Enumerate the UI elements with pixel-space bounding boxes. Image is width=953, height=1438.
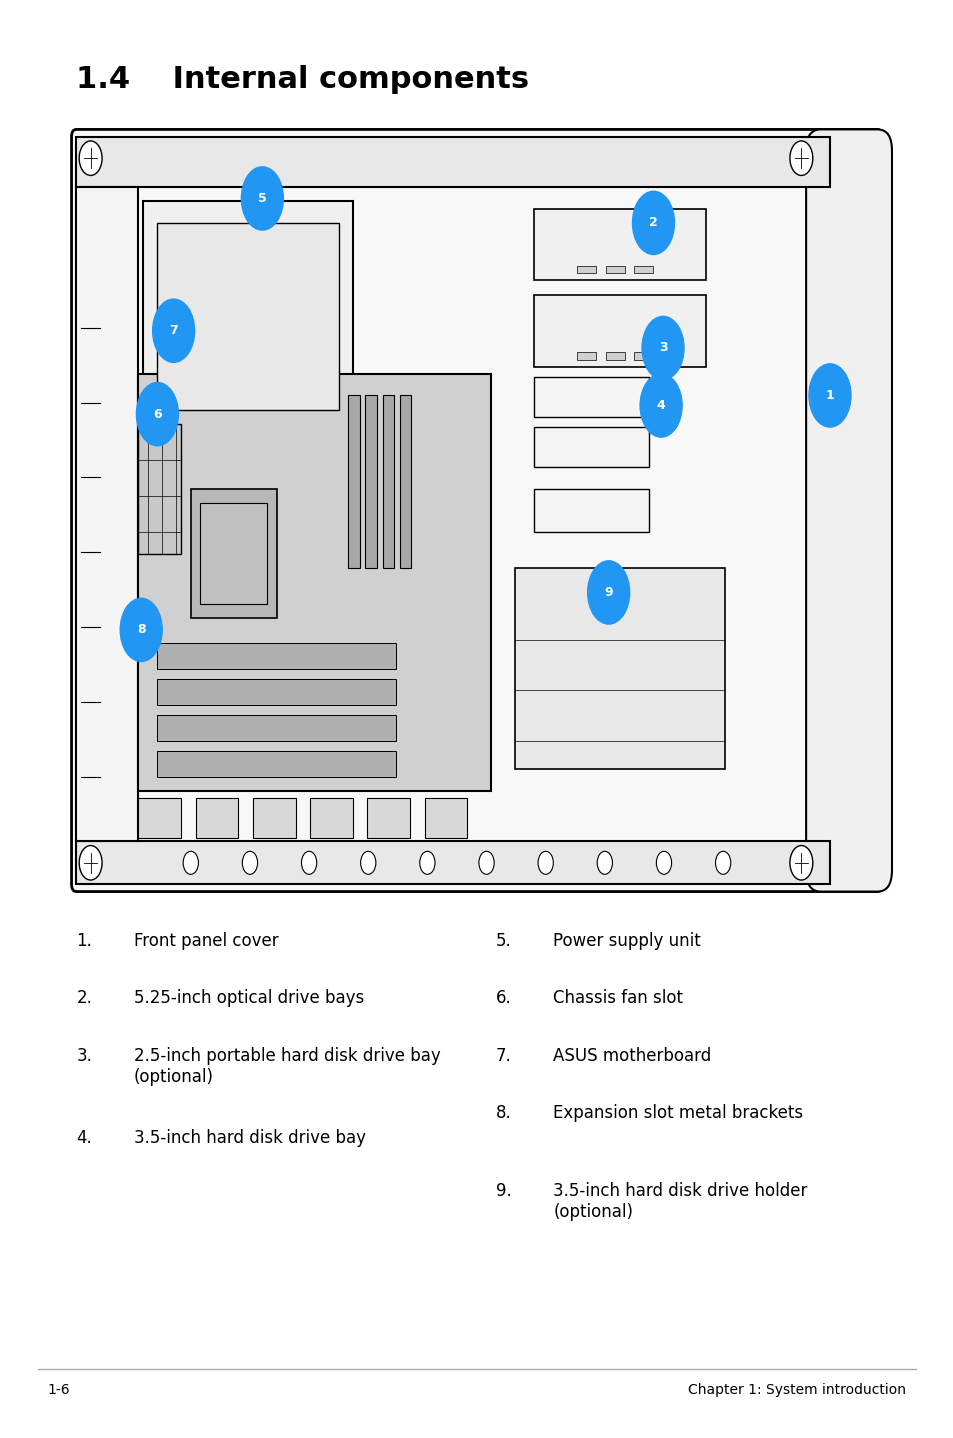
Text: 6.: 6. <box>496 989 512 1008</box>
Text: 1: 1 <box>824 388 834 403</box>
Bar <box>253 798 295 838</box>
Bar <box>191 489 276 618</box>
Bar <box>143 201 353 424</box>
Bar <box>365 395 376 568</box>
Bar <box>76 187 138 841</box>
Text: 9: 9 <box>603 585 613 600</box>
Text: 5.: 5. <box>496 932 512 951</box>
Bar <box>577 352 596 360</box>
Text: 3.: 3. <box>76 1047 92 1066</box>
Bar <box>534 295 705 367</box>
Text: 2.5-inch portable hard disk drive bay
(optional): 2.5-inch portable hard disk drive bay (o… <box>133 1047 440 1086</box>
Bar <box>634 352 653 360</box>
Bar <box>76 841 829 884</box>
Circle shape <box>120 598 162 661</box>
Bar <box>515 568 724 769</box>
Circle shape <box>641 316 683 380</box>
Text: 1.4    Internal components: 1.4 Internal components <box>76 65 529 93</box>
Bar <box>157 751 395 777</box>
FancyBboxPatch shape <box>805 129 891 892</box>
Text: 4: 4 <box>656 398 665 413</box>
Bar <box>577 266 596 273</box>
Bar <box>534 209 705 280</box>
Bar <box>157 679 395 705</box>
Circle shape <box>242 851 257 874</box>
Text: ASUS motherboard: ASUS motherboard <box>553 1047 711 1066</box>
FancyBboxPatch shape <box>71 129 882 892</box>
Bar <box>605 352 624 360</box>
Circle shape <box>419 851 435 874</box>
Bar <box>157 643 395 669</box>
Bar <box>634 266 653 273</box>
Text: Power supply unit: Power supply unit <box>553 932 700 951</box>
Circle shape <box>587 561 629 624</box>
Circle shape <box>808 364 850 427</box>
Bar <box>424 798 467 838</box>
Text: 7.: 7. <box>496 1047 512 1066</box>
Circle shape <box>597 851 612 874</box>
Text: 7: 7 <box>169 324 178 338</box>
Circle shape <box>789 846 812 880</box>
Circle shape <box>183 851 198 874</box>
Text: 8: 8 <box>136 623 146 637</box>
Bar <box>157 223 338 410</box>
Bar <box>138 798 181 838</box>
Text: 5.25-inch optical drive bays: 5.25-inch optical drive bays <box>133 989 363 1008</box>
Bar <box>348 395 359 568</box>
Bar <box>399 395 411 568</box>
Circle shape <box>715 851 730 874</box>
Bar <box>195 798 238 838</box>
Text: 2.: 2. <box>76 989 92 1008</box>
Circle shape <box>639 374 681 437</box>
Circle shape <box>241 167 283 230</box>
Circle shape <box>478 851 494 874</box>
Circle shape <box>152 299 194 362</box>
Bar <box>157 715 395 741</box>
Circle shape <box>537 851 553 874</box>
Text: 6: 6 <box>152 407 162 421</box>
Circle shape <box>632 191 674 255</box>
Text: Chapter 1: System introduction: Chapter 1: System introduction <box>687 1383 905 1398</box>
Bar <box>138 424 181 554</box>
Text: 3.5-inch hard disk drive holder
(optional): 3.5-inch hard disk drive holder (optiona… <box>553 1182 807 1221</box>
Bar <box>534 377 648 417</box>
Circle shape <box>789 141 812 175</box>
Text: 2: 2 <box>648 216 658 230</box>
Text: 9.: 9. <box>496 1182 512 1201</box>
Text: 1-6: 1-6 <box>48 1383 71 1398</box>
Text: 8.: 8. <box>496 1104 512 1123</box>
Text: 4.: 4. <box>76 1129 92 1148</box>
Circle shape <box>301 851 316 874</box>
Bar <box>605 266 624 273</box>
Text: 5: 5 <box>257 191 267 206</box>
Text: 3: 3 <box>658 341 667 355</box>
Bar <box>382 395 394 568</box>
Circle shape <box>136 383 178 446</box>
Circle shape <box>79 141 102 175</box>
Text: Chassis fan slot: Chassis fan slot <box>553 989 682 1008</box>
Text: Front panel cover: Front panel cover <box>133 932 278 951</box>
Bar <box>534 427 648 467</box>
Bar <box>138 374 491 791</box>
Bar <box>310 798 353 838</box>
Text: 3.5-inch hard disk drive bay: 3.5-inch hard disk drive bay <box>133 1129 365 1148</box>
Text: 1.: 1. <box>76 932 92 951</box>
Bar <box>76 137 829 187</box>
Bar <box>200 503 267 604</box>
Circle shape <box>79 846 102 880</box>
Bar <box>534 489 648 532</box>
Circle shape <box>656 851 671 874</box>
Text: Expansion slot metal brackets: Expansion slot metal brackets <box>553 1104 802 1123</box>
Circle shape <box>360 851 375 874</box>
Bar <box>367 798 410 838</box>
